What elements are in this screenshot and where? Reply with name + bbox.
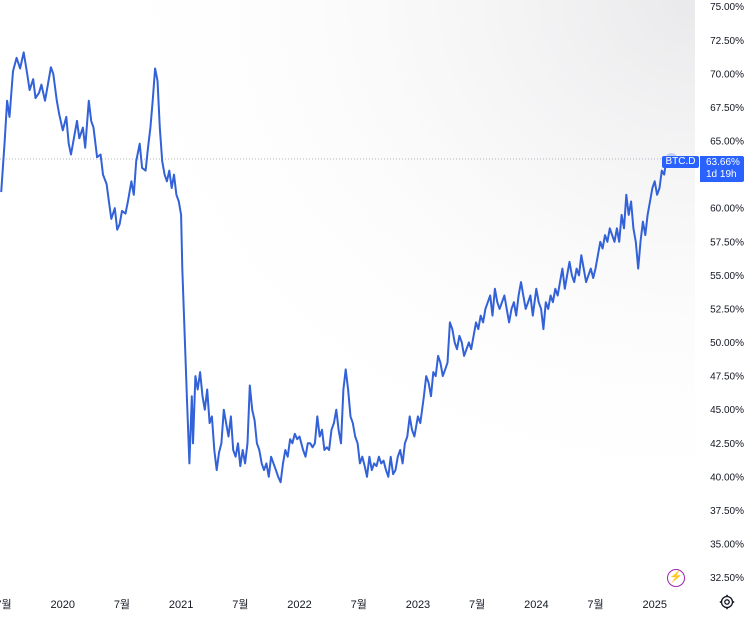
x-tick-label: 2020 [51, 599, 75, 611]
y-tick-label: 52.50% [710, 304, 744, 315]
x-tick-label: 7월 [351, 598, 367, 611]
grid-layer [0, 0, 695, 591]
y-tick-label: 35.00% [710, 539, 744, 550]
gear-icon-glyph [719, 594, 735, 610]
y-tick-label: 70.00% [710, 69, 744, 80]
y-tick-label: 75.00% [710, 2, 744, 13]
x-tick-label: 2023 [406, 599, 430, 611]
btc-dominance-series-line [0, 51, 673, 484]
y-tick-label: 45.00% [710, 405, 744, 416]
x-tick-label: 2022 [287, 599, 311, 611]
x-tick-label: 7월 [587, 598, 603, 611]
plot-background [0, 0, 695, 591]
y-tick-label: 47.50% [710, 372, 744, 383]
last-value-text: 63.66% [706, 157, 740, 168]
y-tick-label: 67.50% [710, 103, 744, 114]
y-tick-label: 60.00% [710, 204, 744, 215]
x-axis[interactable]: 7월 2020 7월 2021 7월 2022 7월 2023 7월 2024 7월 2025 [0, 598, 667, 611]
x-tick-label: 2021 [169, 599, 193, 611]
last-value-badge: 63.66% 1d 19h [700, 156, 744, 182]
x-tick-label: 7월 [0, 598, 12, 611]
x-tick-label: 7월 [469, 598, 485, 611]
x-tick-label: 7월 [114, 598, 130, 611]
symbol-badge[interactable]: BTC.D [662, 156, 699, 168]
y-tick-label: 72.50% [710, 36, 744, 47]
y-axis[interactable]: 75.00%72.50%70.00%67.50%65.00%62.50%60.0… [710, 2, 744, 584]
y-tick-label: 37.50% [710, 506, 744, 517]
y-tick-label: 32.50% [710, 573, 744, 584]
gear-icon[interactable] [719, 594, 735, 610]
y-tick-label: 57.50% [710, 237, 744, 248]
y-tick-label: 65.00% [710, 137, 744, 148]
y-tick-label: 42.50% [710, 439, 744, 450]
y-tick-label: 55.00% [710, 271, 744, 282]
x-tick-label: 7월 [232, 598, 248, 611]
x-tick-label: 2025 [643, 599, 667, 611]
y-tick-label: 50.00% [710, 338, 744, 349]
countdown-text: 1d 19h [706, 169, 737, 180]
x-tick-label: 2024 [524, 599, 548, 611]
y-tick-label: 40.00% [710, 472, 744, 483]
lightning-bolt-icon[interactable]: ⚡ [667, 569, 685, 587]
